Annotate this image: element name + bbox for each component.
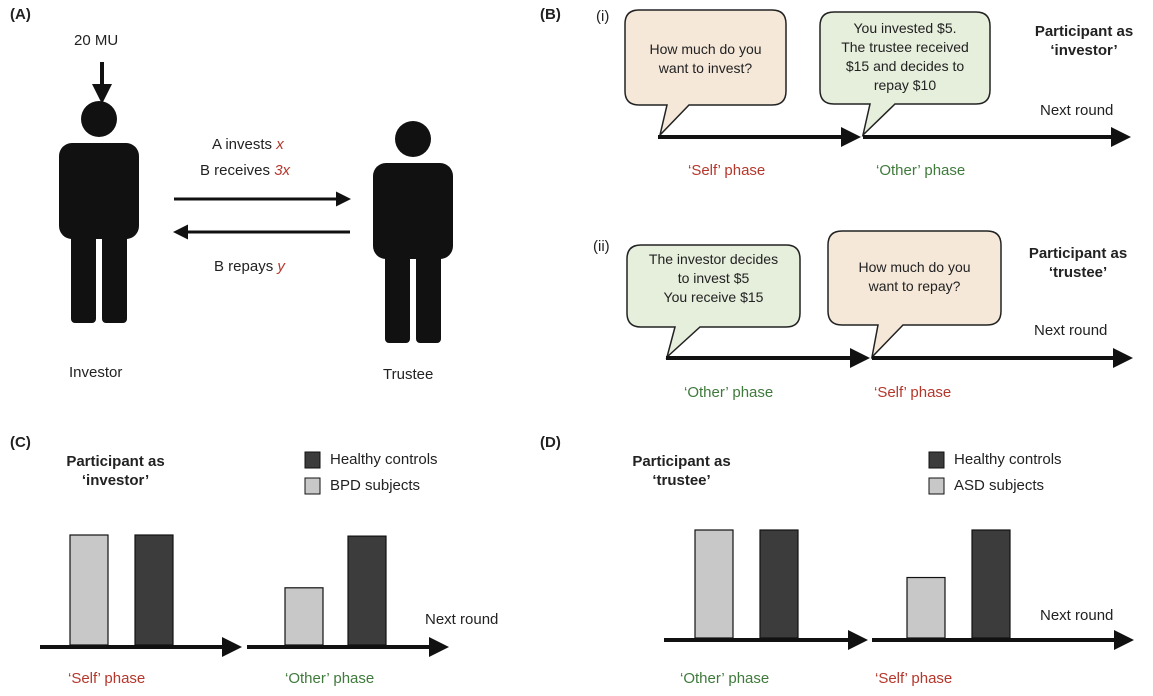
role-investor-title-b: Participant as ‘investor’ bbox=[1034, 23, 1134, 59]
investor-label: Investor bbox=[69, 364, 123, 381]
legend-swatch-bpd bbox=[304, 477, 321, 495]
panel-c-label: (C) bbox=[10, 434, 31, 451]
panel-b-i-label: (i) bbox=[596, 8, 610, 25]
bar-d-controls-1 bbox=[759, 529, 799, 639]
endowment-label: 20 MU bbox=[74, 32, 119, 49]
bubble-self-repay bbox=[827, 230, 1002, 360]
bar-d-patient-2 bbox=[906, 576, 946, 639]
bubble-self-invest-text: How much do you want to invest? bbox=[649, 41, 762, 76]
trustee-person-icon bbox=[373, 121, 453, 343]
bubble-other-investor-decision bbox=[626, 244, 801, 360]
bubble-self-invest bbox=[624, 9, 787, 138]
legend-asd: ASD subjects bbox=[954, 477, 1045, 494]
panel-a-label: (A) bbox=[10, 6, 31, 23]
bubble-other-result-text: You invested $5. The trustee received $15 … bbox=[841, 20, 969, 93]
next-round-b-ii: Next round bbox=[1034, 322, 1108, 339]
bar-c-controls-1 bbox=[134, 534, 174, 646]
phase-self-c: ‘Self’ phase bbox=[68, 670, 146, 687]
phase-self-b-ii: ‘Self’ phase bbox=[874, 384, 952, 401]
receives-label: B receives 3x bbox=[200, 162, 291, 179]
next-round-c: Next round bbox=[425, 611, 499, 628]
role-trustee-title-d: Participant as ‘trustee’ bbox=[632, 453, 731, 489]
bubble-self-repay-text: How much do you want to repay? bbox=[858, 259, 971, 294]
panel-d-label: (D) bbox=[540, 434, 561, 451]
repays-label: B repays y bbox=[214, 258, 285, 275]
legend-controls-c: Healthy controls bbox=[330, 451, 438, 468]
invests-label: A invests x bbox=[212, 136, 284, 153]
phase-other-d: ‘Other’ phase bbox=[680, 670, 770, 687]
phase-other-b-i: ‘Other’ phase bbox=[876, 162, 966, 179]
bar-d-controls-2 bbox=[971, 529, 1011, 639]
bar-c-controls-2 bbox=[347, 535, 387, 646]
phase-self-b-i: ‘Self’ phase bbox=[688, 162, 766, 179]
bars-layer bbox=[69, 529, 1011, 646]
legend-swatch-asd bbox=[928, 477, 945, 495]
bar-c-patient-2 bbox=[284, 587, 324, 646]
panel-b-ii-label: (ii) bbox=[593, 238, 610, 255]
phase-other-b-ii: ‘Other’ phase bbox=[684, 384, 774, 401]
bar-c-patient-1 bbox=[69, 534, 109, 646]
investor-person-icon bbox=[59, 101, 139, 323]
legend-swatch-controls-d bbox=[928, 451, 945, 469]
bar-d-patient-1 bbox=[694, 529, 734, 639]
panel-b-label: (B) bbox=[540, 6, 561, 23]
bubble-other-investor-decision-text: The investor decides to invest $5 You rece… bbox=[648, 251, 779, 305]
legend-swatch-controls-c bbox=[304, 451, 321, 469]
next-round-b-i: Next round bbox=[1040, 102, 1114, 119]
next-round-d: Next round bbox=[1040, 607, 1114, 624]
phase-self-d: ‘Self’ phase bbox=[875, 670, 953, 687]
role-investor-title-c: Participant as ‘investor’ bbox=[66, 453, 165, 489]
phase-other-c: ‘Other’ phase bbox=[285, 670, 375, 687]
trustee-label: Trustee bbox=[383, 366, 434, 383]
bubble-other-result bbox=[819, 11, 991, 138]
role-trustee-title-b: Participant as ‘trustee’ bbox=[1028, 245, 1128, 281]
legend-bpd: BPD subjects bbox=[330, 477, 421, 494]
legend-controls-d: Healthy controls bbox=[954, 451, 1062, 468]
